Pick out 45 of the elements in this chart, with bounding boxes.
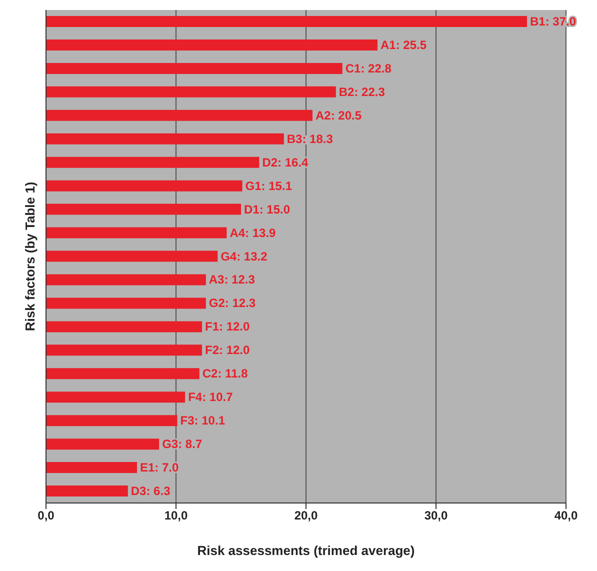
data-label: F3: 10.1 [180, 414, 226, 428]
bar [46, 16, 527, 27]
bar [46, 392, 186, 403]
bar [46, 415, 178, 426]
bar [46, 133, 284, 144]
bar [46, 321, 202, 332]
bar [46, 274, 206, 286]
data-label: G1: 15.1 [245, 178, 292, 193]
data-label: G4: 13.2 [220, 249, 268, 264]
data-label: D3: 6.3 [130, 484, 171, 498]
data-label: C2: 11.8 [202, 366, 248, 381]
x-tick-label: 30,0 [424, 508, 448, 523]
data-label: A3: 12.3 [208, 272, 256, 287]
bar [46, 86, 336, 98]
bar [46, 344, 202, 356]
data-label: C1: 22.8 [345, 61, 392, 76]
data-label: A1: 25.5 [380, 38, 427, 52]
bar [46, 250, 218, 262]
data-label: G2: 12.3 [208, 296, 256, 310]
y-axis-title: Risk factors (by Table 1) [22, 182, 38, 332]
bar [46, 180, 242, 192]
data-label: A4: 13.9 [230, 226, 276, 240]
data-label: B3: 18.3 [286, 132, 334, 146]
bar [46, 204, 241, 215]
data-label: F4: 10.7 [188, 390, 234, 404]
bar [46, 110, 312, 121]
bar [46, 227, 227, 238]
bar [46, 462, 137, 474]
data-label: F2: 12.0 [205, 343, 250, 358]
bar [46, 156, 260, 168]
bar [46, 62, 342, 74]
x-tick-label: 40,0 [554, 508, 578, 523]
x-axis-title: Risk assessments (trimed average) [197, 543, 415, 558]
x-tick-label: 20,0 [294, 508, 318, 523]
data-label: A2: 20.5 [316, 108, 362, 122]
data-label: B2: 22.3 [338, 84, 386, 99]
data-label: F1: 12.0 [205, 320, 250, 334]
bar [46, 368, 200, 380]
data-label: D1: 15.0 [244, 202, 290, 216]
bar [46, 298, 206, 309]
x-tick-label: 0,0 [38, 508, 55, 523]
x-tick-label: 10,0 [164, 508, 188, 523]
bar [46, 438, 160, 450]
bar [46, 486, 128, 497]
bar [46, 39, 378, 50]
